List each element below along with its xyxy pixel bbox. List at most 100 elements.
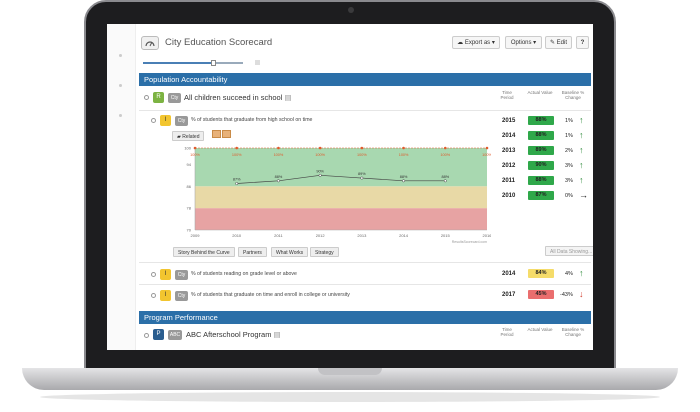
y-tick-label: 100 [184, 146, 191, 151]
tab-strategy[interactable]: Strategy [310, 247, 339, 257]
expand-toggle[interactable] [144, 333, 149, 338]
target-label: 100% [482, 153, 491, 157]
dashboard-icon[interactable] [141, 36, 159, 50]
target-label: 100% [232, 153, 242, 157]
actual-label: 88% [441, 175, 449, 179]
target-point [318, 146, 322, 150]
baseline-change: 0% [565, 193, 573, 199]
document-icon: ▤ [284, 93, 292, 102]
actual-line [236, 174, 446, 184]
export-label: Export as [464, 40, 491, 46]
tab-what-works[interactable]: What Works [271, 247, 309, 257]
time-period: 2017 [502, 292, 516, 298]
expand-toggle[interactable] [151, 272, 156, 277]
program-label: ABC Afterschool Program [186, 330, 272, 339]
scope-tag: ABC [168, 330, 182, 340]
actual-value: 90% [528, 161, 554, 170]
actual-label: 88% [400, 175, 408, 179]
slider-handle[interactable] [211, 60, 216, 66]
target-label: 100% [399, 153, 409, 157]
screen: City Education Scorecard ☁ Export as ▾ O… [107, 24, 593, 350]
chart-band [195, 208, 487, 230]
actual-value: 87% [528, 191, 554, 200]
target-label: 100% [440, 153, 450, 157]
baseline-change: 4% [565, 271, 573, 277]
target-point [193, 146, 197, 150]
related-folder-icon[interactable] [212, 130, 221, 138]
x-tick-label: 2014 [399, 233, 409, 238]
options-label: Options [510, 40, 532, 46]
tab-partners[interactable]: Partners [238, 247, 267, 257]
y-tick-label: 86 [187, 184, 192, 189]
target-label: 100% [190, 153, 200, 157]
target-point [277, 146, 280, 150]
options-button[interactable]: Options ▾ [505, 36, 542, 49]
actual-point [235, 182, 239, 185]
arrow-up-icon: ↑ [579, 115, 584, 125]
divider [139, 284, 591, 285]
program-badge: P [153, 329, 164, 340]
x-tick-label: 2012 [316, 233, 326, 238]
edit-button[interactable]: ✎ Edit [545, 36, 572, 49]
col-time-period: Time Period [500, 327, 514, 337]
time-period: 2011 [502, 178, 516, 184]
pencil-icon: ✎ [549, 40, 555, 46]
zoom-slider[interactable] [143, 60, 260, 66]
col-baseline-change: Baseline % Change [561, 90, 585, 100]
x-tick-label: 2015 [441, 233, 451, 238]
expand-toggle[interactable] [151, 293, 156, 298]
arrow-up-icon: ↑ [579, 268, 584, 278]
slider-end-icon [255, 60, 260, 65]
scope-tag: Cty [175, 270, 188, 280]
program-title[interactable]: ABC Afterschool Program ▤ [186, 330, 281, 339]
actual-point [443, 179, 447, 183]
expand-toggle[interactable] [144, 95, 149, 100]
arrow-right-icon: → [579, 190, 588, 200]
actual-label: 88% [275, 175, 283, 179]
edit-label: Edit [556, 40, 568, 46]
tab-story-behind-curve[interactable]: Story Behind the Curve [173, 247, 235, 257]
arrow-up-icon: ↑ [579, 175, 584, 185]
y-tick-label: 78 [187, 206, 192, 211]
laptop-shadow [40, 392, 660, 402]
indicator-title[interactable]: % of students reading on grade level or … [191, 271, 297, 277]
laptop-base [22, 368, 678, 390]
result-title[interactable]: All children succeed in school ▤ [184, 93, 292, 102]
actual-value: 88% [528, 131, 554, 140]
all-data-button[interactable]: All Data Showing... [545, 246, 593, 256]
chart-source: ResultsScorecard.com [452, 240, 487, 244]
time-period: 2013 [502, 148, 516, 154]
side-gutter [107, 24, 136, 350]
scope-tag: Cty [168, 93, 181, 103]
indicator-title[interactable]: % of students that graduate from high sc… [191, 117, 313, 123]
actual-value: 88% [528, 116, 554, 125]
target-point [443, 146, 447, 150]
related-folder-icon[interactable] [222, 130, 231, 138]
scorecard-content: City Education Scorecard ☁ Export as ▾ O… [139, 24, 593, 350]
help-button[interactable]: ? [576, 36, 589, 49]
scope-tag: Cty [175, 291, 188, 301]
divider [139, 110, 591, 111]
indicator-badge: I [160, 115, 171, 126]
baseline-change: 1% [565, 118, 573, 124]
baseline-change: 3% [565, 178, 573, 184]
related-button[interactable]: ▰ Related [172, 131, 205, 141]
scope-tag: Cty [175, 116, 188, 126]
expand-toggle[interactable] [151, 118, 156, 123]
baseline-change: 3% [565, 163, 573, 169]
col-actual-value: Actual Value [527, 90, 553, 95]
time-period: 2012 [502, 163, 516, 169]
arrow-up-icon: ↑ [579, 130, 584, 140]
target-point [360, 146, 364, 150]
time-period: 2010 [502, 193, 516, 199]
x-tick-label: 2013 [357, 233, 367, 238]
indicator-badge: I [160, 269, 171, 280]
actual-label: 90% [316, 169, 324, 173]
x-tick-label: 2009 [191, 233, 201, 238]
actual-value: 84% [528, 269, 554, 278]
arrow-up-icon: ↑ [579, 145, 584, 155]
export-button[interactable]: ☁ Export as ▾ [452, 36, 500, 49]
indicator-title[interactable]: % of students that graduate on time and … [191, 292, 350, 298]
actual-point [360, 176, 364, 180]
col-time-period: Time Period [500, 90, 514, 100]
